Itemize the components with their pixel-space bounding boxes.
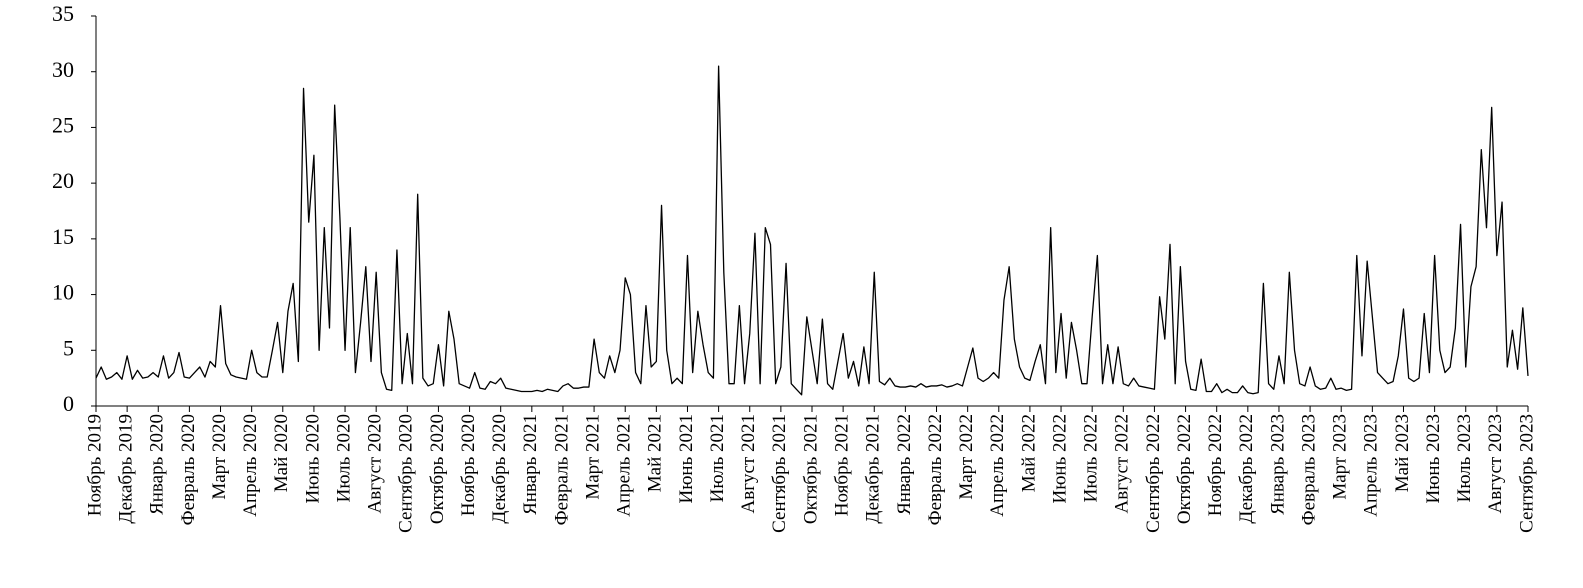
x-tick-label: Декабрь 2020 xyxy=(489,414,510,524)
x-tick-label: Июнь 2020 xyxy=(302,414,323,504)
y-tick-label: 0 xyxy=(63,391,74,416)
x-tick-label: Март 2020 xyxy=(209,414,230,500)
x-tick-label: Декабрь 2021 xyxy=(863,414,884,524)
x-tick-label: Декабрь 2019 xyxy=(115,414,136,524)
x-tick-label: Июнь 2022 xyxy=(1049,414,1070,504)
x-tick-label: Январь 2021 xyxy=(520,414,541,515)
x-tick-label: Февраль 2020 xyxy=(178,414,199,525)
y-tick-label: 5 xyxy=(63,335,74,360)
x-tick-label: Сентябрь 2021 xyxy=(769,414,790,533)
x-tick-label: Октябрь 2022 xyxy=(1174,414,1195,524)
x-tick-label: Июль 2020 xyxy=(333,414,354,502)
x-tick-label: Март 2021 xyxy=(582,414,603,500)
x-tick-label: Август 2023 xyxy=(1485,414,1506,513)
x-tick-label: Ноябрь 2022 xyxy=(1205,414,1226,516)
x-tick-label: Январь 2022 xyxy=(894,414,915,515)
x-tick-label: Февраль 2023 xyxy=(1298,414,1319,525)
x-tick-label: Январь 2020 xyxy=(147,414,168,515)
x-tick-label: Август 2022 xyxy=(1112,414,1133,513)
x-tick-label: Ноябрь 2021 xyxy=(831,414,852,516)
x-tick-label: Май 2021 xyxy=(645,414,666,492)
data-line xyxy=(95,65,1529,396)
x-tick-label: Декабрь 2022 xyxy=(1236,414,1257,524)
x-tick-label: Февраль 2021 xyxy=(551,414,572,525)
x-tick-label: Июль 2022 xyxy=(1081,414,1102,502)
x-tick-label: Апрель 2023 xyxy=(1361,414,1382,517)
x-tick-label: Ноябрь 2020 xyxy=(458,414,479,516)
y-tick-label: 30 xyxy=(52,57,74,82)
x-tick-label: Сентябрь 2023 xyxy=(1516,414,1537,533)
x-tick-label: Сентябрь 2020 xyxy=(396,414,417,533)
x-tick-label: Июль 2023 xyxy=(1454,414,1475,502)
y-tick-label: 25 xyxy=(52,112,74,137)
x-tick-label: Июль 2021 xyxy=(707,414,728,502)
x-tick-label: Май 2020 xyxy=(271,414,292,492)
x-tick-label: Январь 2023 xyxy=(1267,414,1288,515)
x-tick-label: Март 2022 xyxy=(956,414,977,500)
y-tick-label: 10 xyxy=(52,280,74,305)
x-tick-label: Февраль 2022 xyxy=(925,414,946,525)
x-tick-label: Ноябрь 2019 xyxy=(84,414,105,516)
y-tick-label: 20 xyxy=(52,168,74,193)
x-tick-label: Август 2020 xyxy=(365,414,386,513)
x-tick-label: Апрель 2022 xyxy=(987,414,1008,517)
x-tick-label: Июнь 2021 xyxy=(676,414,697,504)
x-tick-label: Апрель 2021 xyxy=(614,414,635,517)
x-tick-label: Май 2022 xyxy=(1018,414,1039,492)
x-tick-label: Июнь 2023 xyxy=(1423,414,1444,504)
y-tick-label: 15 xyxy=(52,224,74,249)
x-tick-label: Март 2023 xyxy=(1330,414,1351,500)
x-tick-label: Сентябрь 2022 xyxy=(1143,414,1164,533)
x-tick-label: Октябрь 2021 xyxy=(800,414,821,524)
x-tick-label: Октябрь 2020 xyxy=(427,414,448,524)
x-tick-label: Апрель 2020 xyxy=(240,414,261,517)
x-tick-label: Август 2021 xyxy=(738,414,759,513)
y-tick-label: 35 xyxy=(52,1,74,26)
x-tick-label: Май 2023 xyxy=(1392,414,1413,492)
